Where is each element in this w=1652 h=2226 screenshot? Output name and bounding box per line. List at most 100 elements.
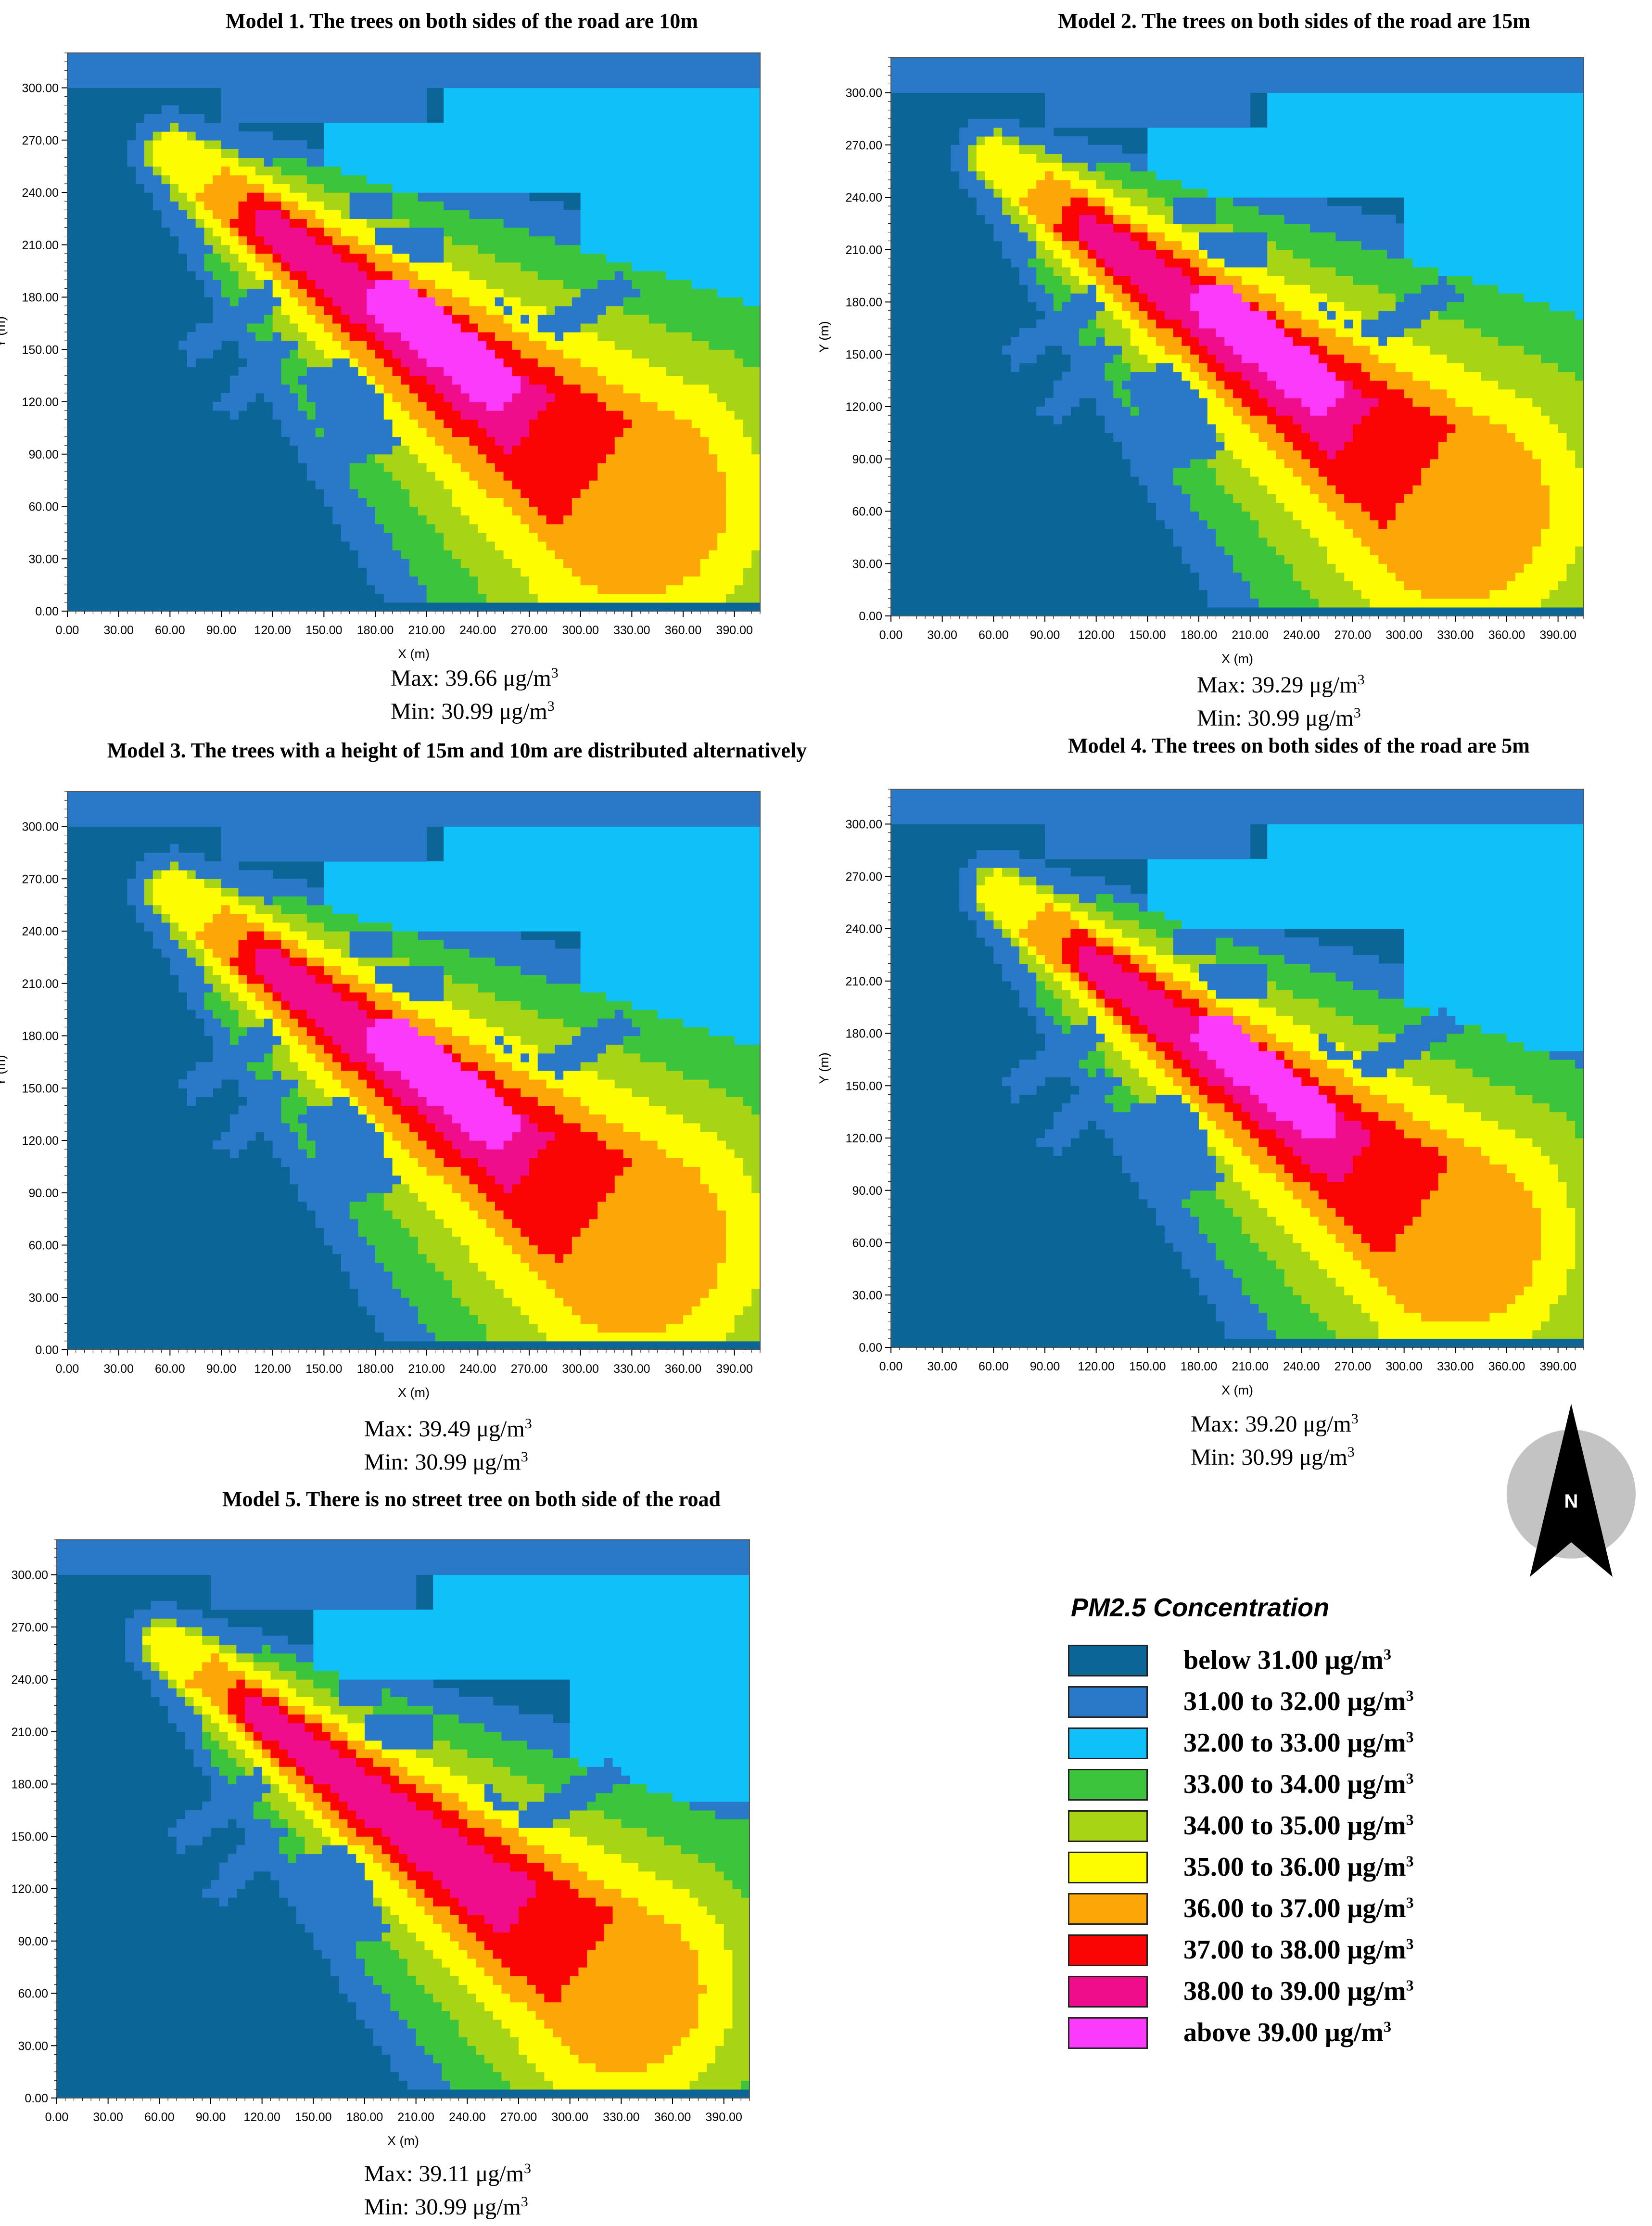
heatmap-cell	[390, 2002, 442, 2011]
heatmap-cell	[1130, 328, 1148, 337]
heatmap-cell	[238, 341, 299, 350]
heatmap-cell	[349, 480, 401, 489]
heatmap-cell	[375, 585, 427, 594]
heatmap-cell	[236, 1644, 263, 1654]
x-tick-label: 90.00	[206, 624, 237, 637]
heatmap-cell	[247, 1027, 273, 1036]
heatmap-cell	[435, 472, 470, 481]
heatmap-cell	[1122, 345, 1140, 355]
heatmap-cell	[306, 358, 333, 368]
legend-title: PM2.5 Concentration	[1071, 1593, 1330, 1622]
heatmap-cell	[1224, 337, 1294, 346]
heatmap-cell	[604, 1810, 716, 1819]
heatmap-cell	[580, 201, 761, 210]
heatmap-cell	[743, 419, 761, 428]
heatmap-cell	[290, 1088, 299, 1097]
heatmap-cell	[1515, 1173, 1559, 1182]
heatmap-cell	[349, 1280, 393, 1289]
heatmap-cell	[324, 183, 393, 193]
heatmap-cell	[322, 1845, 348, 1855]
heatmap-cell	[435, 1036, 470, 1045]
heatmap-cell	[751, 1105, 761, 1115]
heatmap-cell	[521, 1088, 564, 1097]
heatmap-cell	[486, 489, 521, 498]
heatmap-cell	[272, 288, 290, 298]
heatmap-cell	[178, 974, 205, 984]
heatmap-cell	[213, 966, 230, 975]
heatmap-cell	[1549, 511, 1584, 521]
heatmap-cell	[1036, 1024, 1063, 1034]
heatmap-cell	[450, 1766, 510, 1776]
heatmap-cell	[1267, 441, 1294, 451]
legend-label: 36.00 to 37.00 μg/m3	[1183, 1893, 1414, 1924]
heatmap-cell	[195, 940, 205, 949]
heatmap-cell	[717, 288, 761, 298]
heatmap-cell	[1096, 1016, 1114, 1025]
heatmap-cell	[305, 1723, 322, 1732]
heatmap-cell	[426, 585, 478, 594]
heatmap-cell	[1267, 310, 1276, 320]
heatmap-cell	[272, 175, 307, 184]
heatmap-cell	[392, 271, 419, 280]
heatmap-cell	[341, 1062, 367, 1071]
heatmap-cell	[1284, 1138, 1371, 1147]
heatmap-cell	[57, 1557, 750, 1566]
heatmap-cell	[442, 2002, 485, 2011]
heatmap-cell	[1267, 1312, 1319, 1322]
heatmap-cell	[1438, 1173, 1516, 1182]
y-tick-label: 300.00	[846, 87, 882, 100]
heatmap-cell	[527, 1775, 571, 1785]
heatmap-cell	[315, 1149, 384, 1158]
heatmap-cell	[709, 436, 752, 446]
heatmap-cell	[306, 1131, 384, 1141]
heatmap-cell	[741, 2080, 750, 2090]
heatmap-cell	[1447, 1094, 1533, 1104]
x-tick-label: 150.00	[295, 2111, 331, 2124]
heatmap-cell	[1318, 1190, 1430, 1200]
heatmap-cell	[332, 974, 359, 984]
heatmap-cell	[555, 1105, 590, 1115]
heatmap-cell	[178, 341, 222, 350]
heatmap-cell	[521, 515, 547, 525]
heatmap-cell	[1096, 310, 1114, 320]
heatmap-cell	[529, 332, 555, 341]
heatmap-cell	[322, 1828, 340, 1837]
heatmap-cell	[1276, 1007, 1336, 1016]
heatmap-cell	[375, 349, 393, 358]
heatmap-cell	[381, 1862, 399, 1872]
heatmap-cell	[356, 1828, 382, 1837]
heatmap-cell	[698, 1967, 733, 1976]
heatmap-cell	[1318, 337, 1353, 346]
heatmap-cell	[1002, 929, 1011, 938]
heatmap-cell	[717, 1131, 761, 1141]
heatmap-cell	[1284, 1268, 1328, 1278]
heatmap-cell	[1019, 328, 1080, 337]
heatmap-cell	[614, 436, 709, 446]
heatmap-cell	[1258, 528, 1310, 538]
heatmap-cell	[305, 1810, 322, 1819]
heatmap-cell	[290, 1175, 401, 1185]
heatmap-cell	[717, 454, 761, 463]
heatmap-cell	[381, 1897, 417, 1906]
heatmap-cell	[976, 162, 1063, 172]
heatmap-cell	[1541, 1208, 1576, 1217]
heatmap-cell	[512, 506, 538, 516]
heatmap-cell	[732, 2002, 750, 2011]
heatmap-cell	[409, 567, 470, 577]
heatmap-cell	[1062, 345, 1122, 355]
heatmap-cell	[1481, 1024, 1584, 1034]
heatmap-cell	[1318, 1033, 1328, 1043]
heatmap-cell	[1122, 1155, 1217, 1164]
heatmap-cell	[1173, 1042, 1199, 1051]
heatmap-cell	[424, 1941, 459, 1950]
heatmap-cell	[1130, 1059, 1156, 1069]
heatmap-cell	[580, 218, 761, 228]
heatmap-cell	[1207, 589, 1251, 599]
heatmap-cell	[580, 192, 761, 202]
heatmap-cell	[1541, 407, 1584, 416]
heatmap-cell	[460, 1062, 478, 1071]
heatmap-cell	[501, 1792, 545, 1802]
heatmap-cell	[1395, 572, 1516, 582]
heatmap-cell	[1267, 963, 1310, 973]
heatmap-cell	[270, 1758, 280, 1767]
